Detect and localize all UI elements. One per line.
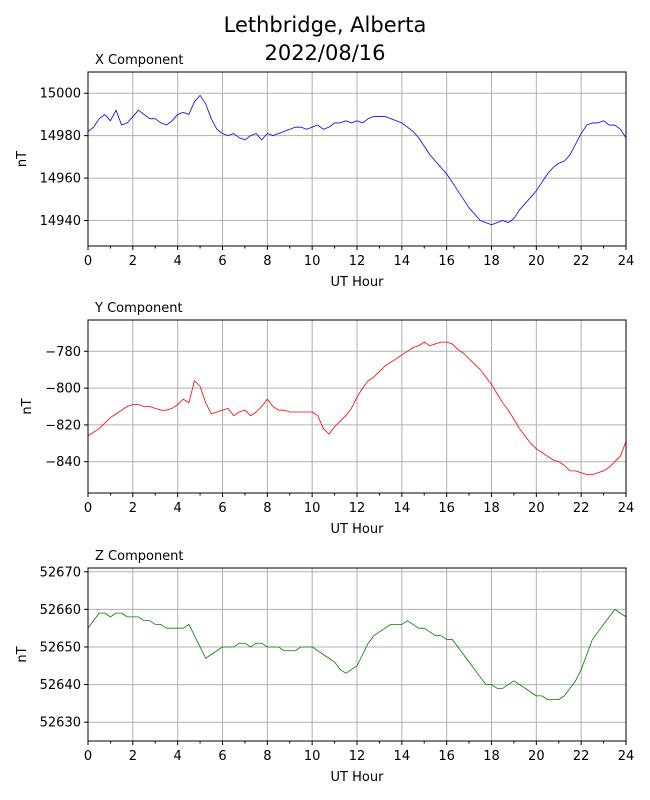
y-xtick-label: 20 — [528, 501, 545, 516]
y-ytick-label: −780 — [45, 345, 81, 360]
y-yaxis-label: nT — [20, 398, 35, 414]
z-ytick-label: 52650 — [40, 640, 81, 655]
z-xtick-label: 0 — [84, 749, 92, 764]
z-ytick-label: 52660 — [40, 603, 81, 618]
x-xtick-label: 0 — [84, 254, 92, 269]
figure-title-location: Lethbridge, Alberta — [223, 13, 427, 37]
x-xtick-label: 12 — [349, 254, 366, 269]
y-series-line — [87, 341, 627, 475]
x-xaxis-label: UT Hour — [331, 275, 385, 290]
y-xaxis-label: UT Hour — [331, 522, 385, 537]
z-ytick-label: 52670 — [40, 565, 81, 580]
x-panel-title: X Component — [95, 53, 184, 68]
z-xtick-label: 14 — [394, 749, 411, 764]
y-xtick-label: 10 — [304, 501, 321, 516]
figure-title-date: 2022/08/16 — [264, 41, 386, 65]
y-xtick-label: 12 — [349, 501, 366, 516]
y-xtick-label: 24 — [618, 501, 635, 516]
y-xtick-label: 2 — [129, 501, 137, 516]
y-xtick-label: 18 — [483, 501, 500, 516]
x-ytick-label: 14980 — [40, 129, 81, 144]
z-xtick-label: 20 — [528, 749, 545, 764]
x-series-line — [87, 94, 627, 226]
z-xtick-label: 2 — [129, 749, 137, 764]
x-xtick-label: 22 — [573, 254, 590, 269]
z-xtick-label: 6 — [218, 749, 226, 764]
z-xtick-label: 24 — [618, 749, 635, 764]
z-panel-title: Z Component — [95, 549, 184, 564]
y-xtick-label: 0 — [84, 501, 92, 516]
z-yaxis-label: nT — [15, 646, 30, 662]
y-xtick-label: 22 — [573, 501, 590, 516]
x-xtick-label: 24 — [618, 254, 635, 269]
y-xtick-label: 16 — [438, 501, 455, 516]
z-xtick-label: 4 — [174, 749, 182, 764]
z-xtick-label: 12 — [349, 749, 366, 764]
z-ytick-label: 52630 — [40, 716, 81, 731]
z-xtick-label: 10 — [304, 749, 321, 764]
y-xtick-label: 14 — [394, 501, 411, 516]
y-xtick-label: 4 — [174, 501, 182, 516]
x-xtick-label: 20 — [528, 254, 545, 269]
x-ytick-label: 14940 — [40, 214, 81, 229]
z-series-line — [87, 608, 627, 701]
x-xtick-label: 4 — [174, 254, 182, 269]
x-ytick-label: 14960 — [40, 172, 81, 187]
y-ytick-label: −800 — [45, 382, 81, 397]
y-ytick-label: −820 — [45, 418, 81, 433]
z-xtick-label: 8 — [263, 749, 271, 764]
x-xtick-label: 16 — [438, 254, 455, 269]
z-xaxis-label: UT Hour — [331, 770, 385, 785]
y-xtick-label: 8 — [263, 501, 271, 516]
y-ytick-label: −840 — [45, 455, 81, 470]
z-ytick-label: 52640 — [40, 678, 81, 693]
z-xtick-label: 22 — [573, 749, 590, 764]
x-xtick-label: 10 — [304, 254, 321, 269]
z-xtick-label: 16 — [438, 749, 455, 764]
x-xtick-label: 6 — [218, 254, 226, 269]
x-yaxis-label: nT — [15, 151, 30, 167]
x-xtick-label: 18 — [483, 254, 500, 269]
z-xtick-label: 18 — [483, 749, 500, 764]
x-ytick-label: 15000 — [40, 87, 81, 102]
x-xtick-label: 8 — [263, 254, 271, 269]
x-xtick-label: 2 — [129, 254, 137, 269]
x-xtick-label: 14 — [394, 254, 411, 269]
y-xtick-label: 6 — [218, 501, 226, 516]
y-panel-title: Y Component — [94, 301, 183, 316]
